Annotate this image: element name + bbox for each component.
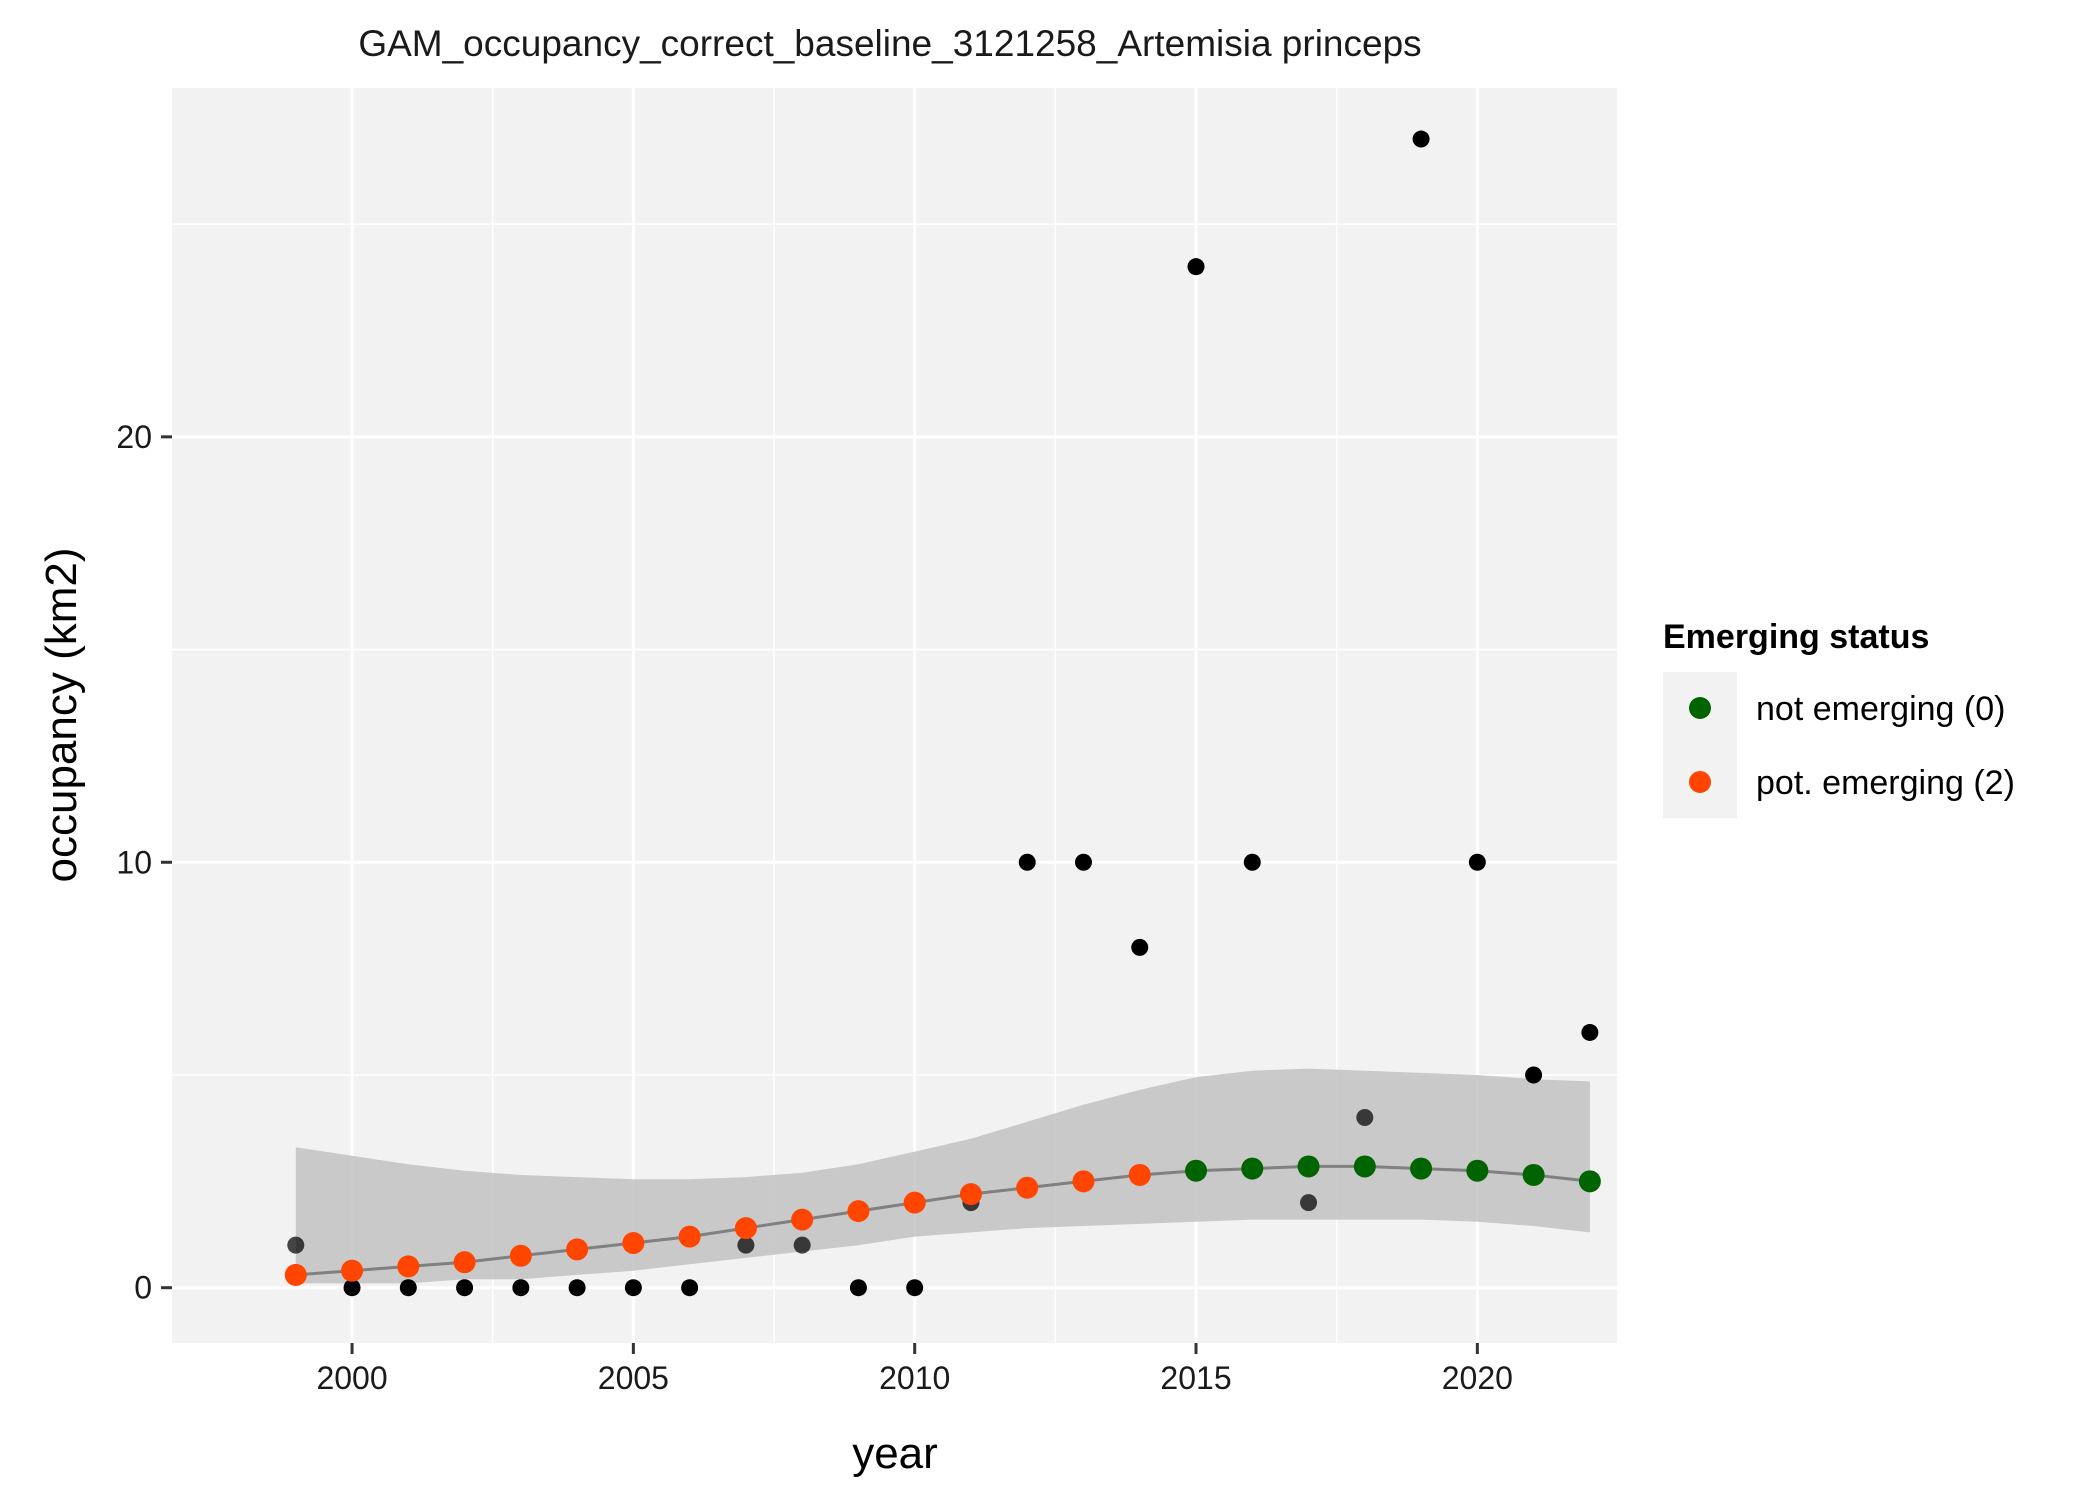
fitted-point [284,1263,307,1286]
y-tick-label: 20 [116,419,152,455]
observed-point [287,1236,305,1254]
fitted-point [1522,1163,1545,1186]
x-tick-label: 2000 [316,1360,387,1396]
fitted-point [1128,1163,1151,1186]
fitted-point [1353,1155,1376,1178]
legend-key-background [1663,672,1737,818]
y-tick-label: 0 [134,1270,152,1306]
observed-point [456,1279,474,1297]
x-tick-label: 2005 [598,1360,669,1396]
y-axis-label: occupancy (km2) [37,547,86,882]
observed-point [1074,853,1092,871]
legend-key-not-emerging [1689,697,1711,719]
fitted-point [1185,1159,1208,1182]
chart-title: GAM_occupancy_correct_baseline_3121258_A… [358,23,1421,64]
legend-label-not-emerging: not emerging (0) [1756,690,2005,728]
observed-point [1468,853,1486,871]
observed-point [1131,938,1149,956]
observed-point [1412,130,1430,148]
fitted-point [1072,1170,1095,1193]
observed-point [849,1279,867,1297]
observed-point [681,1279,699,1297]
x-tick-label: 2015 [1160,1360,1231,1396]
observed-point [399,1279,417,1297]
observed-point [624,1279,642,1297]
fitted-point [1410,1157,1433,1180]
legend: Emerging status not emerging (0) pot. em… [1663,618,2015,818]
fitted-point [509,1244,532,1267]
x-tick-label: 2010 [879,1360,950,1396]
observed-point [1187,258,1205,276]
fitted-point [847,1200,870,1223]
legend-title: Emerging status [1663,618,1929,656]
fitted-point [1578,1170,1601,1193]
observed-point [1356,1109,1374,1127]
x-tick-label: 2020 [1442,1360,1513,1396]
observed-point [1300,1194,1318,1212]
observed-points [287,130,1599,1297]
observed-point [793,1236,811,1254]
observed-point [1525,1066,1543,1084]
y-tick-label: 10 [116,844,152,880]
observed-point [568,1279,586,1297]
fitted-point [1297,1155,1320,1178]
fitted-point [1016,1176,1039,1199]
fitted-point [622,1232,645,1255]
y-axis: 0 10 20 [116,419,172,1306]
observed-point [1243,853,1261,871]
fitted-point [566,1238,589,1261]
legend-key-pot-emerging [1689,771,1711,793]
fitted-points [284,1155,1601,1286]
fitted-point [1466,1159,1489,1182]
fitted-point [791,1208,814,1231]
fitted-point [903,1191,926,1214]
observed-point [512,1279,530,1297]
observed-point [906,1279,924,1297]
fitted-point [1241,1157,1264,1180]
fitted-point [678,1225,701,1248]
fitted-point [734,1217,757,1240]
fitted-point [453,1251,476,1274]
legend-label-pot-emerging: pot. emerging (2) [1756,764,2015,802]
fitted-point [397,1255,420,1278]
observed-point [1018,853,1036,871]
x-axis-label: year [852,1429,938,1478]
observed-point [737,1236,755,1254]
confidence-ribbon [295,1068,1590,1284]
fitted-point [341,1259,364,1282]
fitted-point [959,1183,982,1206]
x-axis: 2000 2005 2010 2015 2020 [316,1343,1513,1396]
observed-point [1581,1023,1599,1041]
observed-point [343,1279,361,1297]
grid-major [172,88,1618,1343]
